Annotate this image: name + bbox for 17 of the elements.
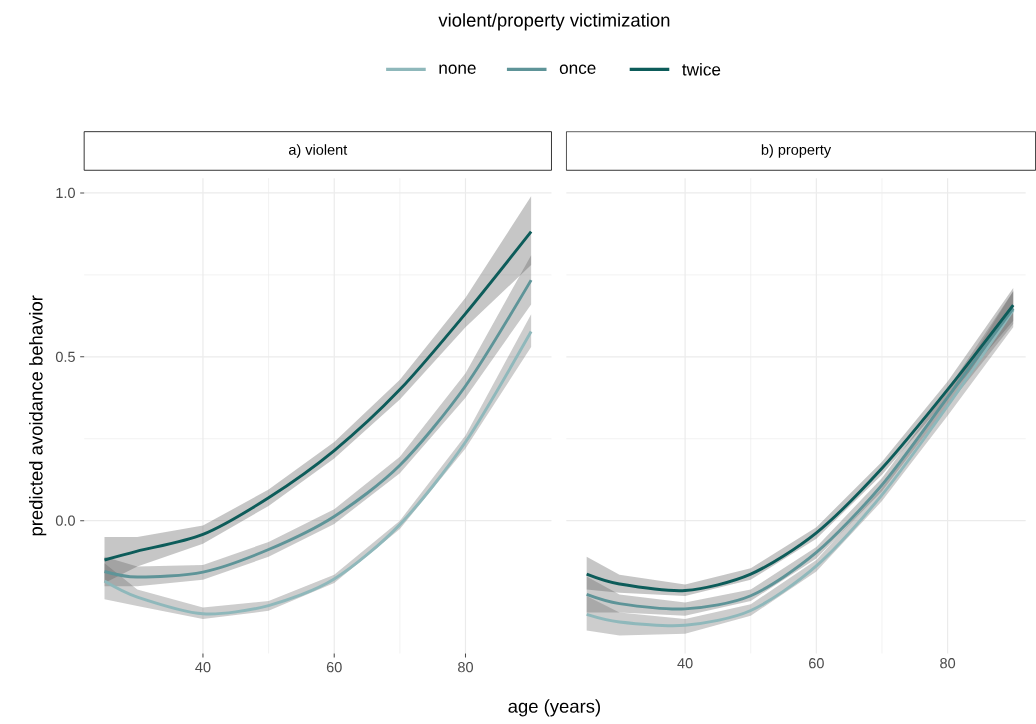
y-tick-label: 0.0 <box>55 515 75 526</box>
x-tick-label: 40 <box>677 658 693 669</box>
y-axis-title: predicted avoidance behavior <box>29 295 47 536</box>
legend-label: twice <box>682 63 721 76</box>
y-tick-label: 1.0 <box>56 187 75 199</box>
x-tick-label: 60 <box>326 662 342 673</box>
legend-label: none <box>439 64 476 75</box>
x-tick-label: 80 <box>940 658 956 669</box>
chart-title: a) violent <box>288 144 348 158</box>
y-tick-label: 0.5 <box>55 351 75 363</box>
legend-label: once <box>559 64 596 75</box>
chart-title: b) property <box>761 144 832 158</box>
x-tick-label: 80 <box>458 662 473 673</box>
x-tick-label: 40 <box>195 662 211 673</box>
x-tick-label: 60 <box>809 658 824 669</box>
x-axis-title: age (years) <box>508 699 600 717</box>
legend-title: violent/property victimization <box>438 13 670 31</box>
